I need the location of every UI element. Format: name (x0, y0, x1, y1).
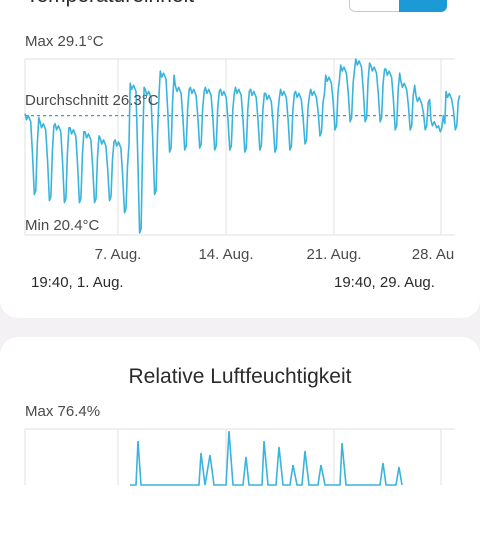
x-tick-label: 14. Aug. (198, 246, 254, 263)
x-tick-label: 7. Aug. (94, 246, 142, 263)
temperature-max-label: Max 29.1°C (25, 33, 104, 50)
unit-option-fahrenheit[interactable]: F (349, 0, 399, 12)
temperature-card: Temperatureinheit F C (0, 0, 480, 318)
temperature-unit-toggle[interactable]: F C (349, 0, 447, 12)
temperature-chart (24, 58, 461, 236)
x-tick-label: 21. Aug. (306, 246, 362, 263)
x-tick-label: 28. Au (411, 246, 455, 263)
temperature-min-label: Min 20.4°C (25, 217, 100, 234)
humidity-series-line (130, 430, 403, 486)
unit-option-celsius[interactable]: C (398, 0, 447, 12)
humidity-card-title: Relative Luftfeuchtigkeit (128, 365, 352, 388)
time-range-end: 19:40, 29. Aug. (334, 274, 435, 291)
humidity-max-label: Max 76.4% (25, 403, 101, 420)
temperature-average-label: Durchschnitt 26.3°C (25, 92, 159, 109)
time-range-start: 19:40, 1. Aug. (31, 274, 124, 291)
temperature-chart-grid (24, 58, 455, 236)
temperature-card-title: Temperatureinheit (26, 0, 194, 8)
humidity-chart-grid (24, 428, 455, 485)
temperature-series-line (24, 58, 461, 234)
humidity-chart (24, 428, 455, 486)
